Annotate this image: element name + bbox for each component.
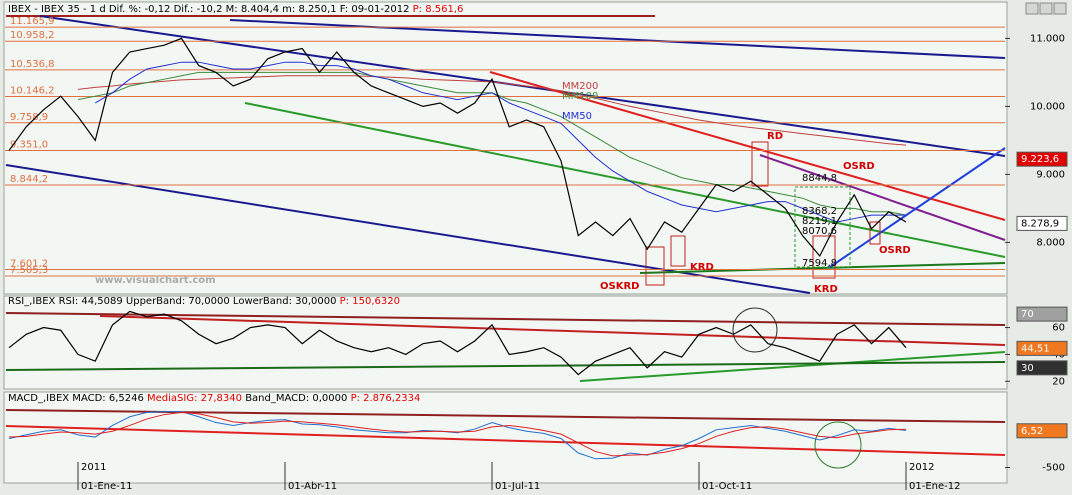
y-tick-label: 11.000 [1030, 33, 1065, 44]
trend-line [244, 102, 1006, 258]
series-label: MM100 [562, 91, 598, 102]
y-tick-label: -500 [1042, 463, 1065, 474]
year-label: 2012 [909, 462, 934, 473]
button[interactable] [1025, 2, 1039, 15]
trend-line [579, 351, 1006, 382]
value-tag-label: 70 [1021, 309, 1034, 320]
trend-line [99, 315, 1006, 346]
pattern-box [812, 235, 836, 279]
series-line [8, 310, 907, 376]
title-part: P: 2.876,2334 [351, 393, 421, 404]
level-label: 9.351,0 [10, 140, 48, 151]
value-tag [1016, 215, 1068, 231]
annotation: 8844,8 [802, 173, 837, 184]
annotation: 8219,1 [802, 216, 837, 227]
value-tag [1016, 360, 1068, 376]
highlight-circle [814, 421, 862, 469]
value-tag-label: 44,51 [1021, 343, 1050, 354]
level-label: 10.536,8 [10, 59, 55, 70]
title-part: MediaSIG: 27,8340 [147, 393, 245, 404]
rsi-panel [3, 295, 1008, 390]
level-label: 9.758,9 [10, 112, 48, 123]
level-label: 10.146,2 [10, 85, 55, 96]
title-part: RSI_,IBEX RSI: 44,5089 UpperBand: 70,000… [8, 296, 340, 307]
pattern-box [869, 221, 881, 245]
value-tag [1016, 151, 1068, 167]
panel-title: IBEX - IBEX 35 - 1 d Dif. %: -0,12 Dif.:… [8, 4, 463, 15]
watermark: www.visualchart.com [95, 275, 216, 286]
level-label: 7.505,3 [10, 265, 48, 276]
panel-title: RSI_,IBEX RSI: 44,5089 UpperBand: 70,000… [8, 296, 400, 307]
title-part: P: 8.561,6 [413, 4, 464, 15]
button[interactable] [1039, 2, 1053, 15]
level-label: 8.844,2 [10, 174, 48, 185]
x-tick-label: 01-Oct-11 [702, 481, 752, 492]
value-tag-label: 9.223,6 [1021, 154, 1059, 165]
trend-line [5, 361, 1006, 371]
value-tag-label: 8.278,9 [1021, 218, 1059, 229]
series-line [8, 37, 907, 258]
trend-line [229, 19, 1006, 59]
button[interactable] [1053, 2, 1067, 15]
annotation: 8070,6 [802, 226, 837, 237]
series-line [8, 411, 907, 457]
trend-line [759, 154, 1006, 241]
pattern-box [645, 246, 665, 286]
title-part: MACD_,IBEX MACD: 6,5246 [8, 393, 147, 404]
series-line [94, 61, 906, 223]
window-buttons [1025, 2, 1067, 15]
level-label: 11.165,9 [10, 16, 55, 27]
level-label: 10.958,2 [10, 30, 55, 41]
annotation: OSKRD [600, 281, 639, 292]
series-label: MM50 [562, 111, 592, 122]
y-tick-label: 20 [1052, 376, 1065, 387]
value-tag [1016, 306, 1068, 322]
highlight-circle [732, 307, 778, 353]
annotation: KRD [814, 284, 838, 295]
value-tag [1016, 340, 1068, 356]
year-label: 2011 [81, 462, 106, 473]
panel-title: MACD_,IBEX MACD: 6,5246 MediaSIG: 27,834… [8, 393, 420, 404]
x-tick-label: 01-Abr-11 [288, 481, 337, 492]
y-tick-label: 9.000 [1036, 169, 1065, 180]
series-line [77, 75, 907, 146]
annotation: KRD [690, 262, 714, 273]
series-label: MM200 [562, 81, 598, 92]
range-box [794, 186, 851, 268]
title-part: Band_MACD: 0,0000 [245, 393, 350, 404]
value-tag-label: 30 [1021, 363, 1034, 374]
macd-panel [3, 391, 1008, 484]
title-part: IBEX - IBEX 35 - 1 d Dif. %: -0,12 Dif.:… [8, 4, 413, 15]
value-tag [1016, 423, 1068, 439]
x-tick-label: 01-Jul-11 [495, 481, 540, 492]
pattern-box [751, 141, 769, 187]
y-tick-label: 10.000 [1030, 101, 1065, 112]
level-label: 7.601,2 [10, 258, 48, 269]
trend-line [829, 147, 1006, 268]
x-tick-label: 01-Ene-11 [81, 481, 132, 492]
y-tick-label: 60 [1052, 323, 1065, 334]
pattern-box [670, 235, 686, 267]
trend-line [5, 312, 1006, 326]
annotation: OSRD [843, 161, 875, 172]
annotation: 8368,2 [802, 206, 837, 217]
y-tick-label: 8.000 [1036, 237, 1065, 248]
annotation: RD [767, 131, 783, 142]
price-panel [3, 1, 1008, 295]
trend-line [5, 425, 1006, 456]
annotation: 7594,8 [802, 258, 837, 269]
title-part: P: 150,6320 [340, 296, 400, 307]
trend-line [639, 262, 1006, 274]
series-line [8, 411, 907, 460]
value-tag-label: 6,52 [1021, 426, 1043, 437]
x-tick-label: 01-Ene-12 [909, 481, 960, 492]
annotation: OSRD [879, 245, 911, 256]
